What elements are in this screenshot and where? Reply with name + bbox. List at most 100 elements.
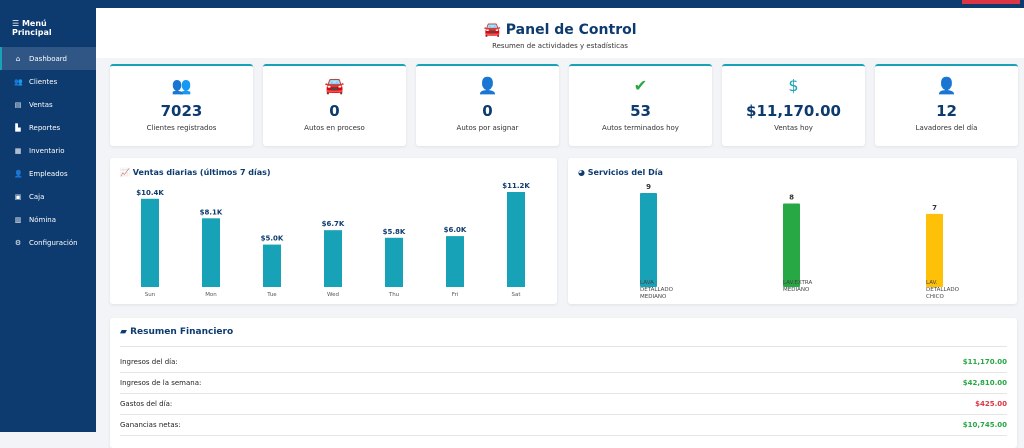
sidebar-item-label: Clientes — [29, 77, 58, 86]
finance-row: Gastos del día: $425.00 — [120, 394, 1007, 415]
bar-value-label: $10.4K — [136, 189, 164, 197]
user-tie-icon: 👤 — [14, 169, 23, 178]
stat-card: 👥 7023 Clientes registrados — [110, 64, 253, 146]
sidebar-item-dashboard[interactable]: ⌂ Dashboard — [0, 47, 96, 70]
stat-value: 0 — [482, 102, 493, 120]
sidebar-item-empleados[interactable]: 👤 Empleados — [0, 162, 96, 185]
finance-title: ▰ Resumen Financiero — [120, 327, 233, 337]
sidebar-item-clientes[interactable]: 👥 Clientes — [0, 70, 96, 93]
finance-label: Gastos del día: — [120, 400, 173, 408]
services-panel: ◕ Servicios del Día 9 LAVA DETALLADO MEDIAN… — [568, 158, 1017, 304]
check-circle-icon: ✔ — [633, 76, 648, 95]
bar-value-label: $5.8K — [383, 228, 406, 236]
x-tick-label: MEDIANO — [640, 294, 667, 300]
bar — [324, 230, 342, 287]
x-tick-label: Tue — [266, 292, 277, 298]
stat-label: Autos en proceso — [304, 124, 365, 132]
users-icon: 👥 — [14, 77, 23, 86]
x-tick-label: LAV. — [926, 280, 938, 286]
x-tick-label: Mon — [205, 292, 217, 298]
sidebar-item-inventario[interactable]: ▦ Inventario — [0, 139, 96, 162]
daily-sales-title-text: Ventas diarias (últimos 7 días) — [132, 168, 271, 177]
bar — [507, 192, 525, 287]
sidebar-item-label: Inventario — [29, 146, 65, 155]
sidebar-item-nómina[interactable]: ▥ Nómina — [0, 208, 96, 231]
sidebar-item-label: Configuración — [29, 238, 78, 247]
stat-value: 0 — [329, 102, 340, 120]
finance-value: $425.00 — [975, 400, 1007, 408]
sidebar-item-caja[interactable]: ▣ Caja — [0, 185, 96, 208]
x-tick-label: Sat — [511, 292, 521, 298]
finance-value: $42,810.00 — [962, 379, 1007, 387]
x-tick-label: DETALLADO — [926, 287, 960, 293]
boxes-icon: ▦ — [14, 146, 22, 155]
pie-chart-icon: ◕ — [578, 168, 585, 177]
sidebar-item-reportes[interactable]: ▙ Reportes — [0, 116, 96, 139]
finance-label: Ganancias netas: — [120, 421, 181, 429]
bar-value-label: $11.2K — [502, 182, 530, 190]
logout-button[interactable] — [962, 0, 1020, 4]
sidebar-item-label: Caja — [29, 192, 45, 201]
bar-value-label: $6.0K — [444, 226, 467, 234]
daily-sales-chart: $10.4K Sun $8.1K Mon $5.0K Tue $6.7K Wed $5.8K Th… — [136, 182, 530, 298]
finance-value: $10,745.00 — [962, 421, 1007, 429]
payroll-icon: ▥ — [14, 215, 22, 224]
bar-value-label: 7 — [932, 204, 937, 212]
users-icon: 👥 — [171, 76, 192, 95]
sidebar-title-text: Menú Principal — [12, 19, 52, 37]
services-title: ◕ Servicios del Día — [578, 168, 663, 177]
stat-label: Autos por asignar — [456, 124, 519, 132]
stat-label: Autos terminados hoy — [602, 124, 679, 132]
sidebar-item-ventas[interactable]: ▤ Ventas — [0, 93, 96, 116]
daily-sales-title: 📈 Ventas diarias (últimos 7 días) — [120, 168, 271, 177]
top-bar — [0, 0, 1024, 8]
stat-label: Lavadores del día — [915, 124, 978, 132]
stat-card: ✔ 53 Autos terminados hoy — [569, 64, 712, 146]
dollar-icon: $ — [788, 76, 799, 95]
stat-label: Clientes registrados — [146, 124, 217, 132]
stat-label: Ventas hoy — [774, 124, 813, 132]
car-icon: 🚘 — [324, 76, 345, 95]
page-title-text: Panel de Control — [505, 22, 637, 38]
x-tick-label: LAV.EXTRA — [783, 280, 813, 286]
x-tick-label: Thu — [388, 292, 399, 298]
bar — [640, 193, 657, 287]
user-clock-icon: 👤 — [477, 76, 498, 95]
services-title-text: Servicios del Día — [587, 168, 663, 177]
stat-value: $11,170.00 — [746, 102, 841, 120]
services-chart: 9LAVADETALLADOMEDIANO8LAV.EXTRAMEDIANO7L… — [640, 183, 960, 300]
main-content: 🚘 Panel de Control Resumen de actividade… — [96, 8, 1024, 448]
x-tick-label: DETALLADO — [640, 287, 674, 293]
bar — [202, 218, 220, 287]
stat-card: 🚘 0 Autos en proceso — [263, 64, 406, 146]
sidebar-item-configuración[interactable]: ⚙ Configuración — [0, 231, 96, 254]
sidebar-item-label: Ventas — [29, 100, 53, 109]
finance-row: Ingresos del día: $11,170.00 — [120, 352, 1007, 373]
cash-register-icon: ▤ — [14, 100, 22, 109]
x-tick-label: CHICO — [926, 294, 944, 300]
bar-value-label: $6.7K — [322, 220, 345, 228]
home-icon: ⌂ — [15, 54, 21, 63]
stat-value: 12 — [936, 102, 957, 120]
finance-label: Ingresos del día: — [120, 358, 178, 366]
daily-sales-panel: 📈 Ventas diarias (últimos 7 días) $10.4K… — [110, 158, 557, 304]
stat-card: 👤 12 Lavadores del día — [875, 64, 1018, 146]
finance-title-text: Resumen Financiero — [130, 327, 234, 337]
x-tick-label: MEDIANO — [783, 287, 810, 293]
cash-box-icon: ▣ — [14, 192, 22, 201]
bar-value-label: $5.0K — [261, 235, 284, 243]
page-header: 🚘 Panel de Control Resumen de actividade… — [96, 8, 1024, 58]
cogs-icon: ⚙ — [14, 238, 22, 247]
sidebar-item-label: Empleados — [29, 169, 68, 178]
sidebar-item-label: Reportes — [29, 123, 61, 132]
finance-row: Ingresos de la semana: $42,810.00 — [120, 373, 1007, 394]
bar — [926, 213, 943, 287]
x-tick-label: Sun — [145, 292, 156, 298]
bar — [141, 198, 159, 287]
sidebar-title: ☰ Menú Principal — [12, 19, 52, 37]
finance-label: Ingresos de la semana: — [120, 379, 202, 387]
bar — [263, 244, 281, 287]
bar-value-label: 9 — [646, 183, 651, 191]
stat-card: 👤 0 Autos por asignar — [416, 64, 559, 146]
sidebar-item-label: Dashboard — [29, 54, 67, 63]
